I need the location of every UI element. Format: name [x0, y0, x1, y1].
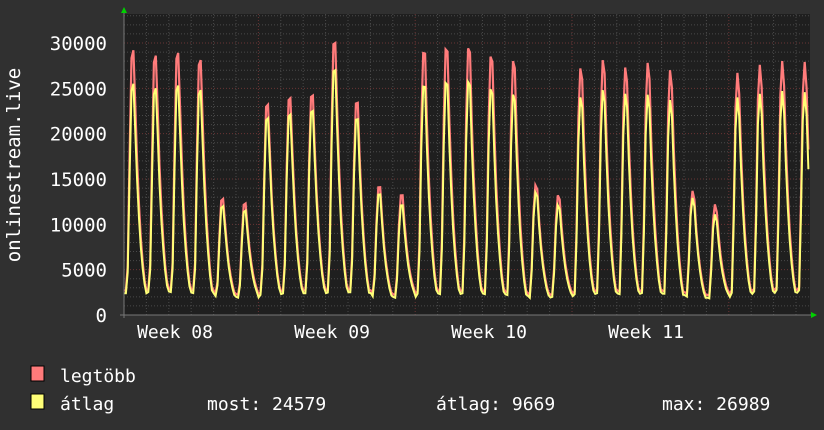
y-tick-label: 30000	[50, 33, 107, 55]
x-axis-ticks: Week 08 Week 09 Week 10 Week 11	[137, 322, 684, 343]
y-axis-ticks: 0 5000 10000 15000 20000 25000 30000	[50, 33, 107, 327]
x-tick-label: Week 08	[137, 322, 213, 343]
y-tick-label: 20000	[50, 124, 107, 146]
y-tick-label: 15000	[50, 169, 107, 191]
x-tick-label: Week 09	[294, 322, 370, 343]
x-axis-arrow-icon	[811, 312, 817, 318]
legend-stat-current: most: 24579	[207, 394, 326, 415]
legend-label-max: legtöbb	[60, 366, 136, 387]
legend-swatch-avg	[30, 393, 45, 410]
legend-stat-maximum: max: 26989	[662, 394, 770, 415]
legend-stat-average: átlag: 9669	[436, 394, 555, 415]
legend-swatch-max	[30, 365, 45, 382]
series-group	[124, 41, 810, 300]
legend-label-avg: átlag	[60, 394, 114, 415]
y-tick-label: 0	[96, 305, 107, 327]
y-tick-label: 25000	[50, 78, 107, 100]
x-tick-label: Week 10	[451, 322, 527, 343]
x-tick-label: Week 11	[608, 322, 684, 343]
y-tick-label: 10000	[50, 214, 107, 236]
series-line-avg	[124, 68, 810, 300]
y-axis-label: onlinestream.live	[3, 68, 25, 262]
legend: legtöbb átlag most: 24579 átlag: 9669 ma…	[30, 365, 770, 415]
y-axis-arrow-icon	[121, 7, 127, 13]
y-tick-label: 5000	[61, 260, 107, 282]
